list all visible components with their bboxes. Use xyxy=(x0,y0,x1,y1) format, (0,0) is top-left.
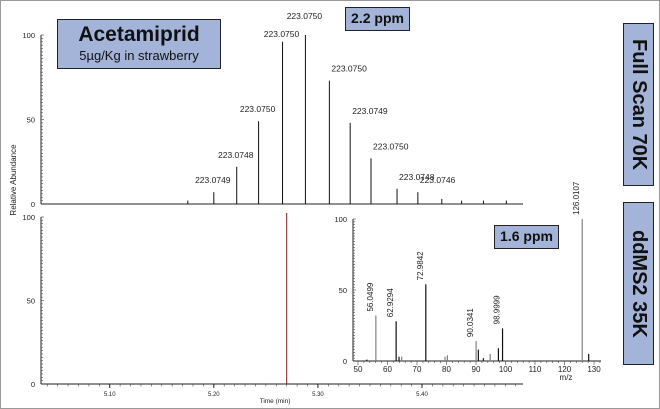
ddms2-label: ddMS2 35K xyxy=(628,229,650,338)
full-scan-label-box: Full Scan 70K xyxy=(623,23,654,186)
inset-peak-label: 72.9842 xyxy=(416,251,425,280)
ddms2-label-box: ddMS2 35K xyxy=(623,202,654,365)
inset-peak-label: 126.0107 xyxy=(572,181,581,215)
top-peak-label: 223.0748 xyxy=(218,150,254,160)
full-scan-label: Full Scan 70K xyxy=(628,38,650,171)
top-y-tick-label: 50 xyxy=(27,116,35,125)
inset-x-tick-label: 90 xyxy=(472,365,481,374)
inset-peak-label: 62.9294 xyxy=(386,288,395,317)
inset-x-tick-label: 120 xyxy=(558,365,572,374)
inset-y-tick-label: 50 xyxy=(339,286,347,295)
ppm-error-ms2: 1.6 ppm xyxy=(494,225,559,249)
inset-peak-label: 56.0499 xyxy=(366,282,375,311)
bottom-x-tick-label: 5.20 xyxy=(208,392,220,398)
inset-x-tick-label: 130 xyxy=(587,365,601,374)
top-peak-label: 223.0750 xyxy=(287,11,323,21)
top-peak-label: 223.0749 xyxy=(352,106,388,116)
bottom-x-tick-label: 5.40 xyxy=(416,392,428,398)
compound-name: Acetamiprid xyxy=(78,23,200,46)
top-peak-label: 223.0749 xyxy=(195,175,231,185)
top-y-tick-label: 0 xyxy=(31,200,35,209)
inset-peak-label: 98.9999 xyxy=(493,295,502,324)
inset-x-tick-label: 50 xyxy=(354,365,363,374)
inset-x-tick-label: 80 xyxy=(442,365,451,374)
top-peak-label: 223.0748 xyxy=(399,172,435,182)
inset-x-tick-label: 100 xyxy=(499,365,513,374)
inset-y-tick-label: 0 xyxy=(343,357,347,366)
top-y-tick-label: 100 xyxy=(22,31,35,40)
ppm-error-full-scan: 2.2 ppm xyxy=(345,7,410,31)
bottom-y-tick-label: 50 xyxy=(27,297,35,306)
y-axis-label: Relative Abundance xyxy=(9,144,18,216)
top-peak-label: 223.0750 xyxy=(264,29,300,39)
top-peak-label: 223.0750 xyxy=(373,141,409,151)
top-peak-label: 223.0750 xyxy=(240,104,276,114)
inset-peak-label: 90.0341 xyxy=(466,308,475,337)
bottom-y-tick-label: 0 xyxy=(31,380,35,389)
bottom-y-tick-label: 100 xyxy=(22,213,35,222)
x-axis-label: Time (min) xyxy=(260,398,291,405)
inset-y-tick-label: 100 xyxy=(334,215,347,224)
inset-x-tick-label: 60 xyxy=(383,365,392,374)
inset-x-tick-label: 110 xyxy=(529,365,542,374)
inset-x-axis-label: m/z xyxy=(560,373,573,382)
inset-x-tick-label: 70 xyxy=(413,365,422,374)
top-peak-label: 223.0750 xyxy=(331,64,367,74)
bottom-x-tick-label: 5.10 xyxy=(104,392,116,398)
top-peak-label: 223.0746 xyxy=(420,175,456,185)
bottom-x-tick-label: 5.30 xyxy=(312,392,324,398)
compound-title-box: Acetamiprid 5µg/Kg in strawberry xyxy=(57,19,221,69)
sample-description: 5µg/Kg in strawberry xyxy=(79,48,199,63)
